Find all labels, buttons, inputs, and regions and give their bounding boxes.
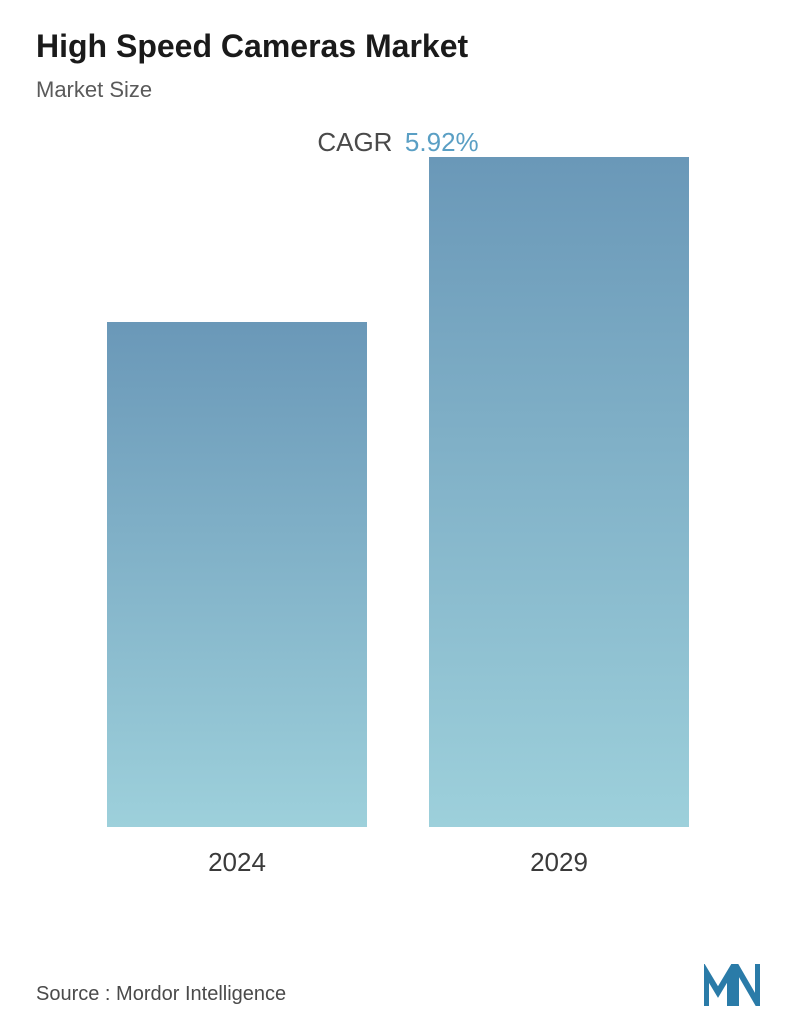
logo-icon xyxy=(704,964,760,1006)
bar-group-1: 2029 xyxy=(429,157,689,878)
bar-group-0: 2024 xyxy=(107,322,367,878)
cagr-value: 5.92% xyxy=(405,127,479,157)
bar-label-1: 2029 xyxy=(530,847,588,878)
chart-subtitle: Market Size xyxy=(36,77,760,103)
bar-0 xyxy=(107,322,367,827)
cagr-label: CAGR xyxy=(317,127,392,157)
footer: Source : Mordor Intelligence xyxy=(36,964,760,1006)
bar-1 xyxy=(429,157,689,827)
chart-area: 2024 2029 xyxy=(36,198,760,878)
chart-title: High Speed Cameras Market xyxy=(36,28,760,65)
source-label: Source : xyxy=(36,983,110,1005)
bar-label-0: 2024 xyxy=(208,847,266,878)
source-text: Source : Mordor Intelligence xyxy=(36,983,286,1006)
cagr-container: CAGR 5.92% xyxy=(36,127,760,158)
source-name: Mordor Intelligence xyxy=(116,983,286,1005)
